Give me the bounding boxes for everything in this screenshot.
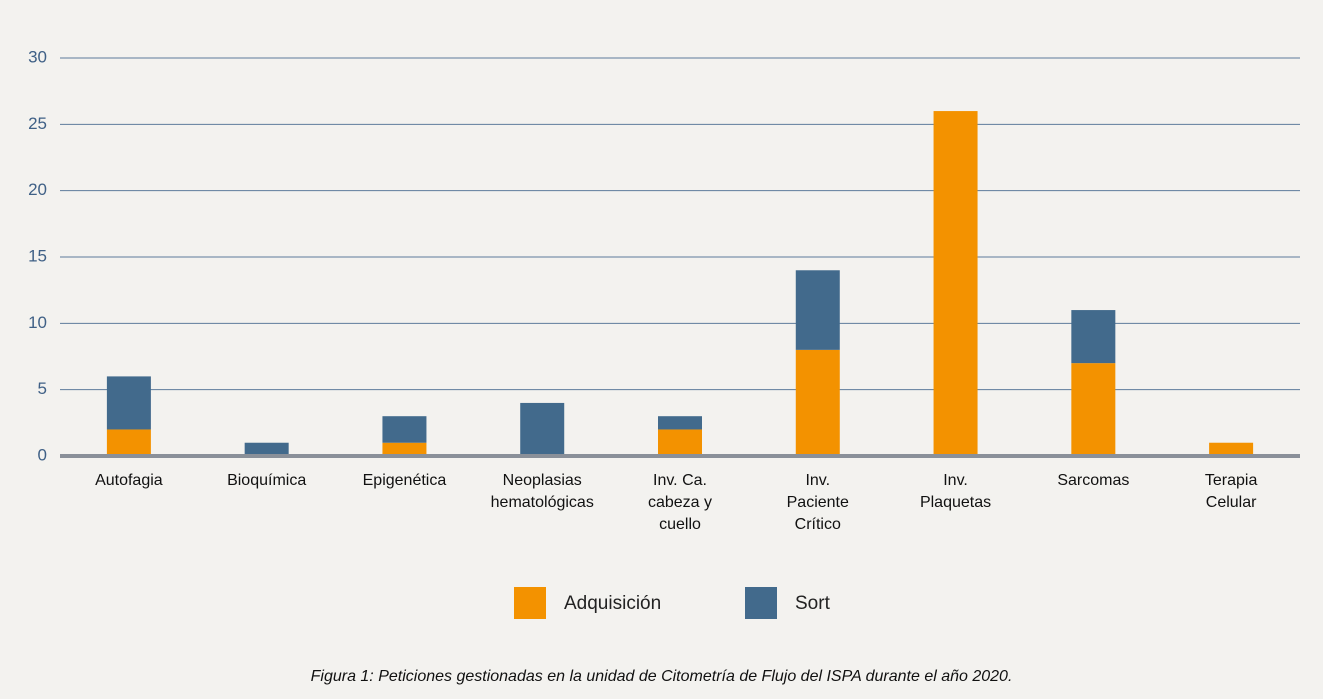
y-tick-label: 10 bbox=[28, 313, 47, 332]
x-tick-label: Bioquímica bbox=[227, 472, 307, 489]
bar-segment bbox=[382, 416, 427, 443]
x-tick-label-box: Inv. Ca. cabeza y cuello bbox=[640, 470, 720, 536]
caption: Figura 1: Peticiones gestionadas en la u… bbox=[310, 668, 1013, 685]
x-tick-label-box: Terapia Celular bbox=[1191, 470, 1271, 514]
legend-swatch bbox=[745, 587, 777, 619]
x-tick-label-box: Inv. Plaquetas bbox=[916, 470, 996, 514]
bar-segment bbox=[244, 442, 289, 456]
x-tick-label: Inv. Plaquetas bbox=[919, 472, 992, 511]
bar-segment bbox=[1071, 310, 1116, 364]
bar-segment bbox=[1071, 363, 1116, 456]
bar-segment bbox=[520, 402, 565, 456]
y-tick-label: 0 bbox=[38, 445, 47, 464]
y-tick-label: 15 bbox=[28, 246, 47, 265]
x-tick-label: Inv. Paciente Crítico bbox=[786, 472, 849, 533]
x-tick-label: Neoplasias hematológicas bbox=[490, 472, 594, 511]
legend-label: Sort bbox=[795, 593, 831, 614]
x-tick-label: Inv. Ca. cabeza y cuello bbox=[647, 472, 713, 533]
bar-segment bbox=[1209, 442, 1254, 456]
x-tick-label-box: Autofagia bbox=[89, 470, 169, 492]
bar-segment bbox=[658, 416, 702, 430]
x-tick-label: Sarcomas bbox=[1057, 472, 1130, 489]
x-tick-label-box: Inv. Paciente Crítico bbox=[778, 470, 858, 536]
bar-segment bbox=[382, 442, 427, 456]
bar-segment bbox=[658, 429, 702, 456]
bar-segment bbox=[106, 376, 151, 430]
y-tick-label: 20 bbox=[28, 180, 47, 199]
x-tick-label-box: Epigenética bbox=[362, 470, 447, 492]
legend-label: Adquisición bbox=[564, 593, 661, 614]
bar-segment bbox=[933, 111, 978, 457]
bar-segment bbox=[106, 429, 151, 456]
x-tick-label: Autofagia bbox=[95, 472, 163, 489]
bar-segment bbox=[795, 349, 840, 456]
x-tick-label-box: Neoplasias hematológicas bbox=[491, 470, 594, 514]
legend-swatch bbox=[514, 587, 546, 619]
y-tick-label: 5 bbox=[38, 379, 47, 398]
bar-segment bbox=[795, 270, 840, 350]
y-tick-label: 30 bbox=[28, 47, 47, 66]
x-tick-label: Epigenética bbox=[362, 472, 447, 489]
y-tick-label: 25 bbox=[28, 114, 47, 133]
x-tick-label-box: Bioquímica bbox=[227, 470, 307, 492]
x-tick-label-box: Sarcomas bbox=[1053, 470, 1133, 492]
x-tick-label: Terapia Celular bbox=[1204, 472, 1258, 511]
